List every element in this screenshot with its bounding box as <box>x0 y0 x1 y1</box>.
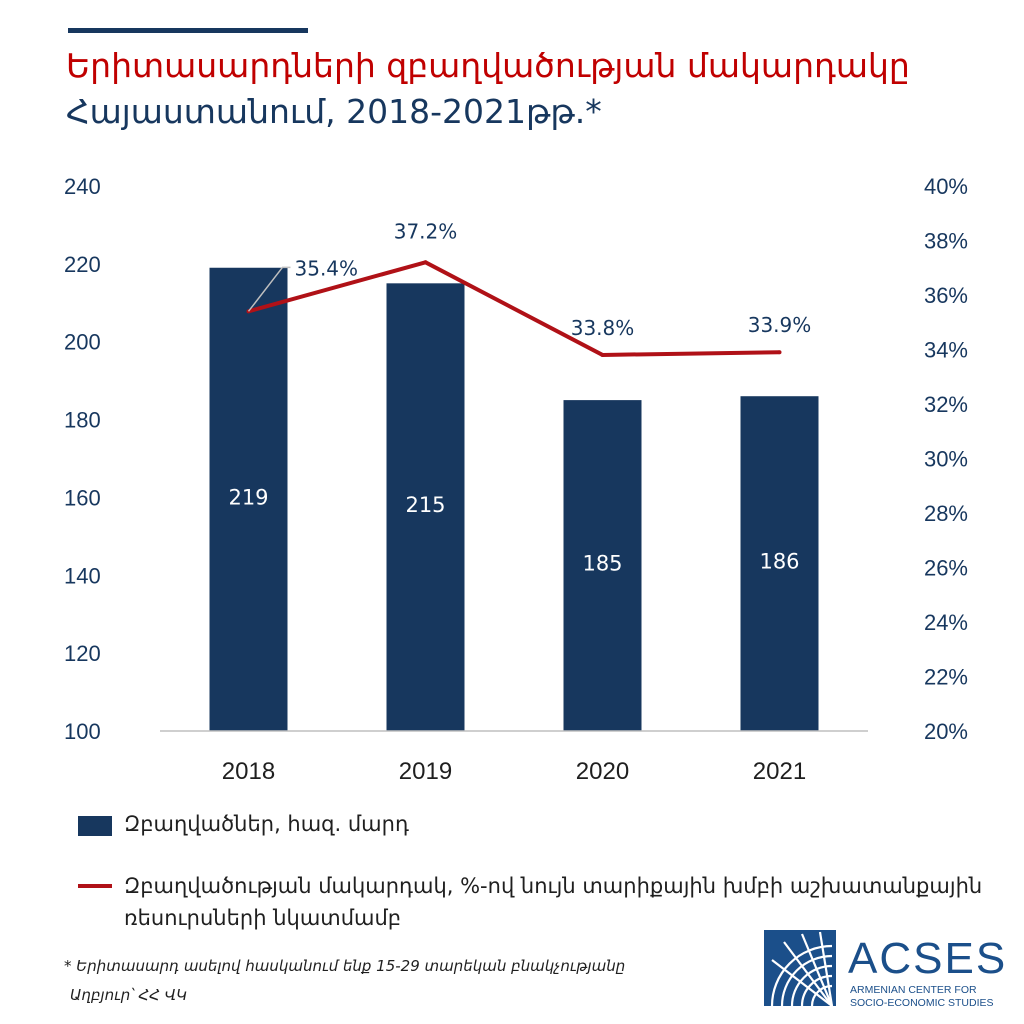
left-tick-label: 180 <box>64 408 101 433</box>
category-label: 2021 <box>753 758 806 785</box>
left-tick-label: 120 <box>64 641 101 666</box>
line-point-2020 <box>600 352 605 357</box>
bar-value-label: 219 <box>228 485 268 509</box>
legend-label-employment-rate: Զբաղվածության մակարդակ, %-ով նույն տարիք… <box>124 874 983 930</box>
line-value-label: 33.8% <box>571 316 635 340</box>
right-tick-label: 26% <box>924 556 968 581</box>
line-value-label: 35.4% <box>295 256 359 280</box>
line-value-label: 33.9% <box>748 313 812 337</box>
category-label: 2019 <box>399 758 452 785</box>
left-tick-label: 240 <box>64 174 101 199</box>
bar-value-label: 215 <box>405 493 445 517</box>
line-point-2019 <box>423 260 428 265</box>
logo-wordmark: ACSES <box>848 934 1008 983</box>
right-tick-label: 32% <box>924 392 968 417</box>
bar-2018 <box>209 267 288 731</box>
line-point-2021 <box>777 350 782 355</box>
label-leader-line <box>247 266 291 312</box>
right-tick-label: 22% <box>924 665 968 690</box>
right-tick-label: 24% <box>924 610 968 635</box>
bar-2020 <box>563 400 642 731</box>
title-accent-rule <box>68 28 308 33</box>
right-tick-label: 20% <box>924 719 968 744</box>
bar-value-label: 185 <box>582 552 622 576</box>
line-value-label: 37.2% <box>394 219 458 243</box>
left-tick-label: 220 <box>64 252 101 277</box>
right-tick-label: 28% <box>924 501 968 526</box>
employment-rate-line <box>247 260 780 357</box>
right-tick-label: 40% <box>924 174 968 199</box>
legend-swatch-bar <box>78 816 112 836</box>
logo-subtitle-line1: ARMENIAN CENTER FOR <box>850 984 977 996</box>
source-note: Աղբյուր՝ ՀՀ ՎԿ <box>70 986 188 1004</box>
right-tick-label: 36% <box>924 283 968 308</box>
footnote: * Երիտասարդ ասելով հասկանում ենք 15-29 տ… <box>64 957 626 975</box>
legend-swatch-line <box>78 884 112 888</box>
right-tick-label: 38% <box>924 229 968 254</box>
bar-2019 <box>386 283 465 731</box>
chart-title: Երիտասարդների զբաղվածության մակարդակը <box>66 46 910 85</box>
left-tick-label: 140 <box>64 563 101 588</box>
legend-label-employed: Զբաղվածներ, հազ. մարդ <box>124 812 409 836</box>
acses-logo-icon <box>764 930 836 1006</box>
chart-subtitle: Հայաստանում, 2018-2021թթ.* <box>66 92 602 131</box>
right-tick-label: 30% <box>924 447 968 472</box>
category-label: 2020 <box>576 758 629 785</box>
left-tick-label: 160 <box>64 485 101 510</box>
bar-2021 <box>740 396 819 731</box>
bar-value-label: 186 <box>759 550 799 574</box>
category-label: 2018 <box>222 758 275 785</box>
right-tick-label: 34% <box>924 338 968 363</box>
logo-subtitle-line2: SOCIO-ECONOMIC STUDIES <box>850 997 994 1009</box>
left-tick-label: 200 <box>64 330 101 355</box>
left-tick-label: 100 <box>64 719 101 744</box>
